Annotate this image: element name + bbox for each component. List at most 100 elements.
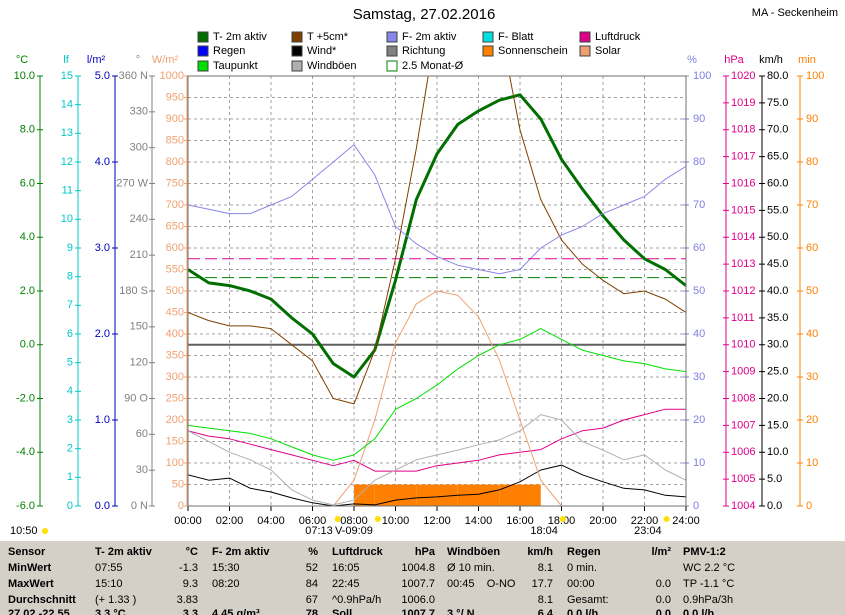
y-tick-label: 8 bbox=[67, 271, 73, 283]
series-line bbox=[188, 328, 686, 461]
y-tick-label: -6.0 bbox=[16, 500, 35, 512]
table-header: Windböen bbox=[447, 546, 500, 558]
legend-label: T +5cm* bbox=[307, 31, 349, 43]
series-line bbox=[188, 144, 686, 275]
legend-label: T- 2m aktiv bbox=[213, 31, 267, 43]
series-line bbox=[188, 290, 686, 506]
table-cell: 15:30 bbox=[212, 562, 240, 574]
y-tick-label: 1006 bbox=[731, 446, 755, 458]
day-marker bbox=[374, 516, 381, 522]
table-cell: ^0.9hPa/h bbox=[332, 594, 381, 606]
y-tick-label: 2.0 bbox=[20, 285, 35, 297]
y-tick-label: 90 O bbox=[124, 392, 148, 404]
x-tick-label: 20:00 bbox=[589, 515, 617, 527]
y-tick-label: 90 bbox=[693, 113, 705, 125]
y-tick-label: 12 bbox=[61, 156, 73, 168]
legend-label: F- 2m aktiv bbox=[402, 31, 457, 43]
table-header: F- 2m aktiv bbox=[212, 546, 270, 558]
y-tick-label: 4.0 bbox=[20, 231, 35, 243]
axis-title: % bbox=[687, 54, 697, 66]
table-cell: 17.7 bbox=[532, 578, 553, 590]
y-tick-label: 15 bbox=[61, 70, 73, 82]
table-cell: 16:05 bbox=[332, 562, 360, 574]
y-tick-label: 10.0 bbox=[767, 446, 788, 458]
y-tick-label: 300 bbox=[166, 371, 184, 383]
y-tick-label: 0.0 bbox=[767, 500, 782, 512]
axis-title: km/h bbox=[759, 54, 783, 66]
y-tick-label: 60.0 bbox=[767, 177, 788, 189]
y-tick-label: 750 bbox=[166, 177, 184, 189]
legend-label: Sonnenschein bbox=[498, 45, 568, 57]
y-tick-label: 70.0 bbox=[767, 124, 788, 136]
axis-title: °C bbox=[16, 54, 28, 66]
y-tick-label: 10 bbox=[693, 457, 705, 469]
y-tick-label: 150 bbox=[166, 435, 184, 447]
sunshine-bar bbox=[354, 484, 375, 506]
table-cell: 0.0 l/h bbox=[683, 608, 714, 615]
y-tick-label: 5.0 bbox=[95, 70, 110, 82]
y-tick-label: 30 bbox=[806, 371, 818, 383]
y-tick-label: 120 bbox=[130, 357, 148, 369]
legend-swatch bbox=[197, 45, 209, 57]
y-tick-label: 3 bbox=[67, 414, 73, 426]
y-tick-label: 6 bbox=[67, 328, 73, 340]
series-line bbox=[188, 464, 686, 506]
legend-label: F- Blatt bbox=[498, 31, 533, 43]
y-tick-label: 1011 bbox=[731, 312, 755, 324]
legend-label: Solar bbox=[595, 45, 621, 57]
y-tick-label: 100 bbox=[166, 457, 184, 469]
y-tick-label: 0 N bbox=[131, 500, 148, 512]
table-cell: 07:55 bbox=[95, 562, 123, 574]
y-tick-label: 5 bbox=[67, 357, 73, 369]
y-tick-label: 50.0 bbox=[767, 231, 788, 243]
plot-frame bbox=[187, 75, 687, 507]
legend-swatch bbox=[197, 31, 209, 43]
y-tick-label: 1007 bbox=[731, 419, 755, 431]
x-tick-label: 04:00 bbox=[257, 515, 285, 527]
sunshine-bar bbox=[374, 484, 396, 506]
y-tick-label: 330 bbox=[130, 106, 148, 118]
y-tick-label: 1015 bbox=[731, 204, 755, 216]
table-cell: Gesamt: bbox=[567, 594, 609, 606]
y-tick-label: 0 bbox=[693, 500, 699, 512]
chart-title: Samstag, 27.02.2016 bbox=[353, 6, 496, 23]
table-cell: 9.3 bbox=[183, 578, 198, 590]
y-tick-label: 1009 bbox=[731, 366, 755, 378]
y-tick-label: 360 N bbox=[119, 70, 148, 82]
y-tick-label: 1018 bbox=[731, 124, 755, 136]
table-header: °C bbox=[186, 546, 198, 558]
axis-title: min bbox=[798, 54, 816, 66]
y-tick-label: 1004 bbox=[731, 500, 755, 512]
series-line bbox=[188, 408, 686, 472]
sun-icon bbox=[42, 528, 48, 534]
table-cell: 00:00 bbox=[567, 578, 595, 590]
table-cell: 27.02.-22.55 bbox=[8, 608, 70, 615]
series-line bbox=[188, 93, 686, 379]
axis-title: l/m² bbox=[87, 54, 106, 66]
day-marker-label: V-09:09 bbox=[335, 525, 373, 537]
table-header: Luftdruck bbox=[332, 546, 384, 558]
legend-swatch bbox=[291, 45, 303, 57]
day-marker bbox=[559, 516, 566, 522]
y-tick-label: 1000 bbox=[160, 70, 184, 82]
table-cell: 78 bbox=[306, 608, 318, 615]
y-tick-label: 3.0 bbox=[95, 242, 110, 254]
legend-swatch bbox=[482, 45, 494, 57]
plot-area bbox=[188, 76, 686, 506]
y-tick-label: 550 bbox=[166, 263, 184, 275]
table-cell: Ø 10 min. bbox=[447, 562, 495, 574]
table-cell: 1007.7 bbox=[401, 608, 435, 615]
table-header: T- 2m aktiv bbox=[95, 546, 153, 558]
y-tick-label: 4.0 bbox=[95, 156, 110, 168]
table-header: Sensor bbox=[8, 546, 46, 558]
y-tick-label: 800 bbox=[166, 156, 184, 168]
y-tick-label: 400 bbox=[166, 328, 184, 340]
table-cell: 3.3 °C bbox=[95, 608, 126, 615]
y-tick-label: 950 bbox=[166, 91, 184, 103]
y-tick-label: 200 bbox=[166, 414, 184, 426]
y-tick-label: 9 bbox=[67, 242, 73, 254]
table-cell: 8.1 bbox=[538, 562, 553, 574]
x-tick-label: 08:00 bbox=[340, 515, 368, 527]
